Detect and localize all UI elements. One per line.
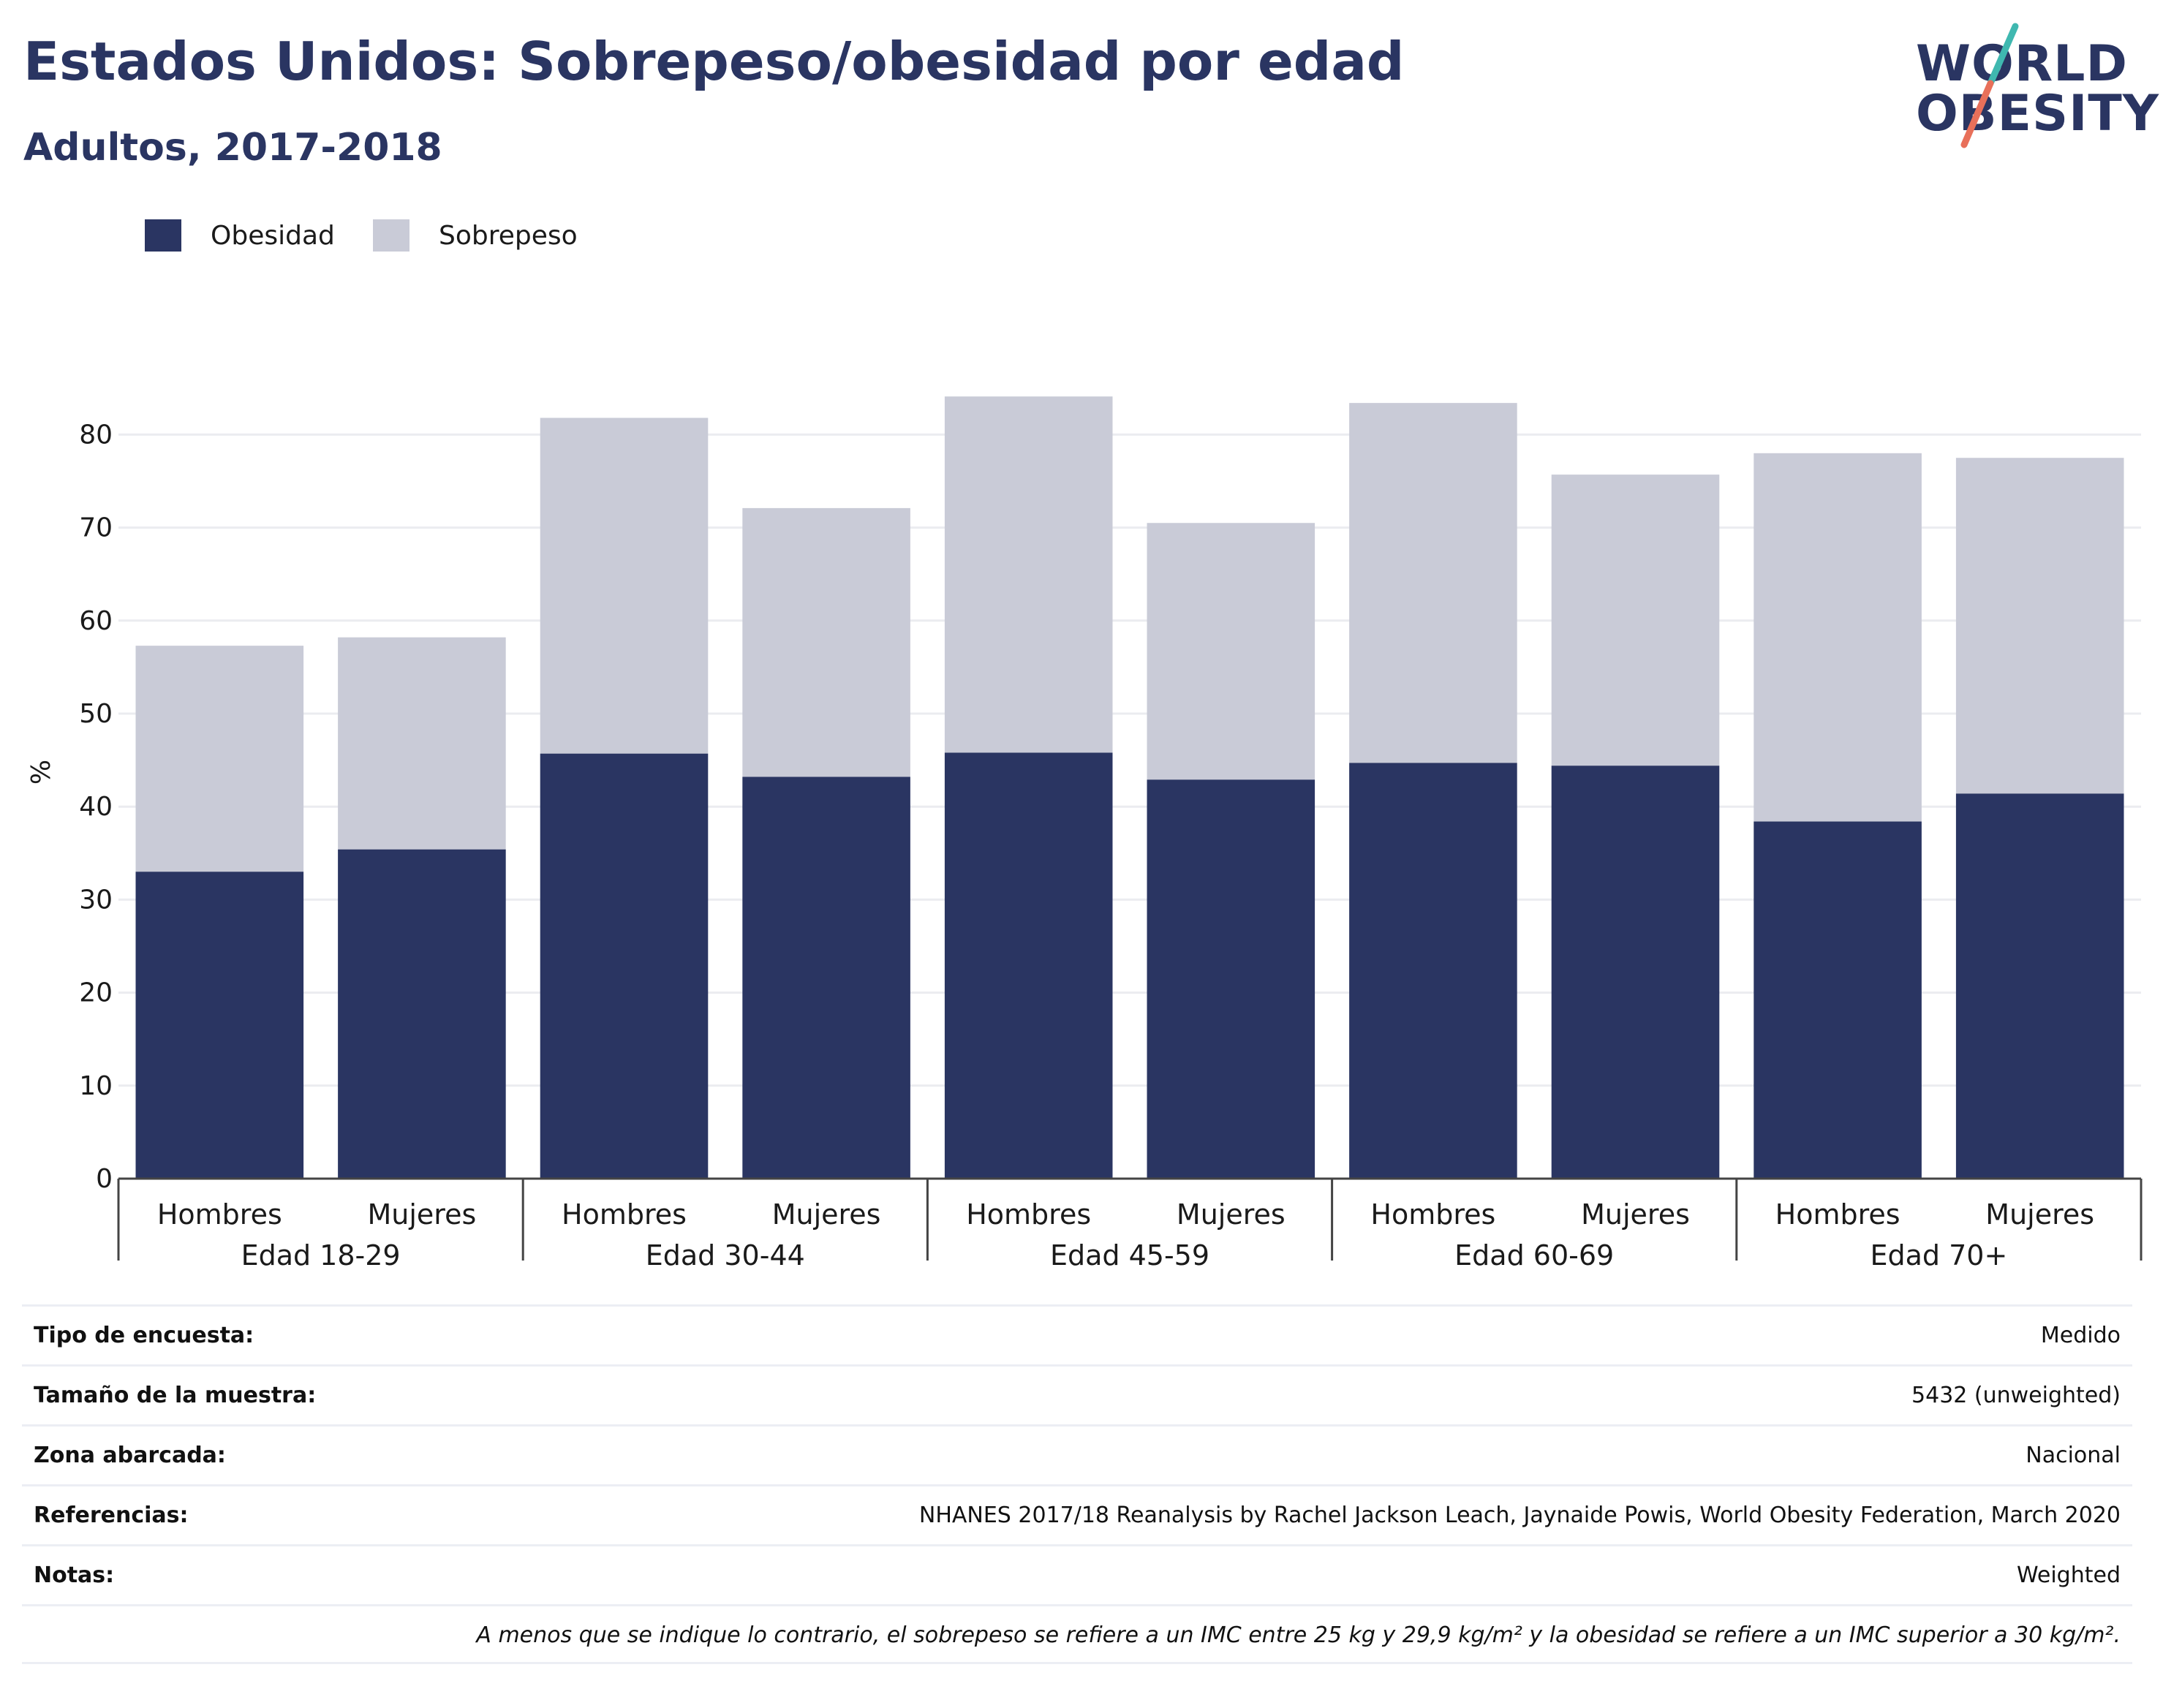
x-tick-label: Hombres <box>1370 1198 1495 1231</box>
bar-sobrepeso <box>742 507 910 777</box>
group-label: Edad 70+ <box>1870 1239 2007 1271</box>
y-tick-label: 70 <box>79 513 113 543</box>
bar-sobrepeso <box>1349 403 1517 763</box>
y-tick-label: 20 <box>79 978 113 1008</box>
legend-swatch <box>145 219 181 252</box>
bar-obesidad <box>1955 793 2124 1179</box>
y-tick-label: 0 <box>96 1164 113 1194</box>
chart-subtitle: Adultos, 2017-2018 <box>23 126 442 170</box>
bar-obesidad <box>135 872 304 1179</box>
group-label: Edad 30-44 <box>646 1239 805 1271</box>
bar-obesidad <box>1349 763 1517 1179</box>
x-tick-label: Mujeres <box>1177 1198 1286 1231</box>
x-tick-label: Mujeres <box>1581 1198 1690 1231</box>
survey-info-table: Tipo de encuesta: Medido Tamaño de la mu… <box>22 1304 2132 1664</box>
info-value: Medido <box>2040 1323 2121 1348</box>
y-tick-label: 50 <box>79 699 113 729</box>
bar-obesidad <box>540 753 709 1179</box>
bar-obesidad <box>1551 766 1720 1179</box>
bar-obesidad <box>1147 779 1315 1179</box>
legend-swatch <box>373 219 409 252</box>
info-key: Tamaño de la muestra: <box>34 1383 317 1408</box>
world-obesity-logo: WORLD OBESITY <box>1901 22 2159 154</box>
x-tick-label: Hombres <box>966 1198 1091 1231</box>
group-label: Edad 45-59 <box>1050 1239 1209 1271</box>
info-row-area: Zona abarcada: Nacional <box>22 1424 2132 1484</box>
info-row-notes: Notas: Weighted <box>22 1544 2132 1604</box>
y-tick-label: 10 <box>79 1071 113 1101</box>
stacked-bar-chart: 0 10 20 30 40 50 60 70 80% Hombres Mujeres Hombres M… <box>26 396 2143 1271</box>
bar-sobrepeso <box>1551 475 1720 766</box>
y-tick-label: 40 <box>79 792 113 822</box>
x-tick-label: Hombres <box>1775 1198 1900 1231</box>
y-tick-label: 30 <box>79 885 113 915</box>
bar-obesidad <box>338 849 506 1179</box>
logo-line-2: OBESITY <box>1916 85 2159 143</box>
logo-slash-icon <box>1960 23 2019 148</box>
info-value: Weighted <box>2016 1562 2121 1588</box>
bar-sobrepeso <box>1147 523 1315 780</box>
info-footnote: A menos que se indique lo contrario, el … <box>22 1604 2132 1664</box>
logo-line-1: WORLD <box>1916 35 2128 93</box>
x-tick-label: Mujeres <box>1985 1198 2094 1231</box>
info-key: Referencias: <box>34 1503 189 1528</box>
group-label: Edad 60-69 <box>1454 1239 1614 1271</box>
y-axis-title: % <box>26 760 56 785</box>
bar-sobrepeso <box>1754 453 1922 822</box>
bar-sobrepeso <box>338 637 506 850</box>
info-row-survey-type: Tipo de encuesta: Medido <box>22 1304 2132 1364</box>
footnote-text: A menos que se indique lo contrario, el … <box>476 1622 2121 1648</box>
info-row-references: Referencias: NHANES 2017/18 Reanalysis b… <box>22 1484 2132 1544</box>
x-tick-label: Hombres <box>562 1198 687 1231</box>
info-value: 5432 (unweighted) <box>1911 1383 2121 1408</box>
info-key: Notas: <box>34 1562 115 1588</box>
bar-obesidad <box>944 752 1113 1179</box>
bar-obesidad <box>742 776 910 1179</box>
info-key: Tipo de encuesta: <box>34 1323 254 1348</box>
bar-sobrepeso <box>540 417 709 754</box>
info-value: Nacional <box>2026 1443 2121 1468</box>
bar-sobrepeso <box>135 646 304 872</box>
y-tick-label: 60 <box>79 606 113 636</box>
info-key: Zona abarcada: <box>34 1443 226 1468</box>
x-tick-label: Mujeres <box>772 1198 881 1231</box>
group-label: Edad 18-29 <box>241 1239 401 1271</box>
x-tick-label: Hombres <box>157 1198 282 1231</box>
chart-title: Estados Unidos: Sobrepeso/obesidad por e… <box>23 31 1405 92</box>
y-tick-label: 80 <box>79 420 113 450</box>
x-tick-label: Mujeres <box>368 1198 477 1231</box>
info-row-sample-size: Tamaño de la muestra: 5432 (unweighted) <box>22 1364 2132 1424</box>
bar-sobrepeso <box>1955 458 2124 794</box>
legend-label: Sobrepeso <box>439 221 578 251</box>
info-value: NHANES 2017/18 Reanalysis by Rachel Jack… <box>918 1503 2121 1528</box>
bar-obesidad <box>1754 821 1922 1179</box>
bar-sobrepeso <box>944 396 1113 753</box>
legend-label: Obesidad <box>211 221 335 251</box>
